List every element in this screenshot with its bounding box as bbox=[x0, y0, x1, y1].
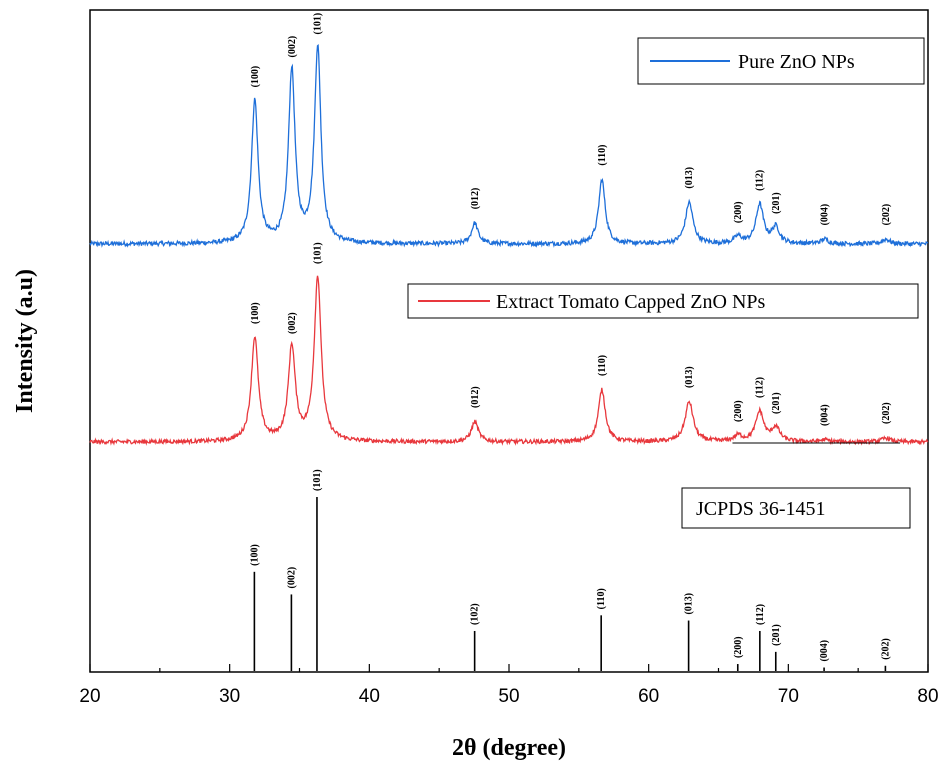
plot-frame bbox=[89, 9, 929, 673]
reference-peak-label: (013) bbox=[684, 593, 695, 615]
peak-label: (201) bbox=[771, 392, 782, 414]
peak-label: (002) bbox=[287, 312, 298, 334]
peak-label: (110) bbox=[597, 355, 608, 376]
peak-label: (004) bbox=[820, 204, 831, 226]
peak-label: (012) bbox=[470, 188, 481, 210]
legend-label: JCPDS 36-1451 bbox=[696, 498, 825, 520]
peak-label: (202) bbox=[881, 204, 892, 226]
peak-label: (112) bbox=[755, 170, 766, 191]
peak-label: (012) bbox=[470, 386, 481, 408]
reference-peak-label: (200) bbox=[733, 636, 744, 658]
reference-peak-label: (202) bbox=[880, 638, 891, 660]
legend-layer: Pure ZnO NPs Extract Tomato Capped ZnO NP… bbox=[407, 37, 925, 529]
peak-label: (201) bbox=[771, 192, 782, 214]
x-tick-label: 70 bbox=[778, 686, 799, 707]
x-tick-label: 80 bbox=[917, 686, 938, 707]
x-axis-label: 2θ (degree) bbox=[452, 735, 566, 761]
peak-label: (002) bbox=[287, 36, 298, 58]
legend-label: Extract Tomato Capped ZnO NPs bbox=[496, 291, 766, 313]
peak-labels-layer: (100) (002) (101) (012) (110) (013) (200) (112)… bbox=[249, 13, 892, 662]
reference-sticks-layer bbox=[253, 497, 887, 671]
plot-border bbox=[89, 9, 929, 673]
x-axis-ticks: 20 30 40 50 60 70 80 bbox=[79, 664, 939, 707]
x-tick-label: 60 bbox=[638, 686, 659, 707]
peak-label: (200) bbox=[733, 201, 744, 223]
series-line bbox=[89, 275, 929, 446]
x-tick-label: 30 bbox=[219, 686, 240, 707]
peak-label: (200) bbox=[733, 400, 744, 422]
x-tick-label: 20 bbox=[79, 686, 100, 707]
peak-label: (100) bbox=[250, 302, 261, 324]
traces-layer bbox=[89, 43, 929, 446]
peak-label: (202) bbox=[881, 402, 892, 424]
reference-peak-label: (201) bbox=[771, 624, 782, 646]
reference-peak-label: (101) bbox=[312, 469, 323, 491]
peak-label: (013) bbox=[684, 366, 695, 388]
peak-label: (013) bbox=[684, 167, 695, 189]
reference-peak-label: (102) bbox=[470, 603, 481, 625]
peak-label: (100) bbox=[250, 66, 261, 88]
y-axis-label: Intensity (a.u) bbox=[12, 269, 38, 413]
peak-label: (101) bbox=[313, 13, 324, 35]
x-tick-label: 40 bbox=[359, 686, 380, 707]
reference-peak-label: (110) bbox=[596, 588, 607, 609]
peak-label: (110) bbox=[597, 144, 608, 165]
series-line bbox=[89, 43, 929, 248]
reference-peak-label: (112) bbox=[755, 604, 766, 625]
legend-box bbox=[407, 283, 919, 319]
peak-label: (112) bbox=[755, 377, 766, 398]
reference-peak-label: (002) bbox=[286, 567, 297, 589]
legend-box bbox=[681, 487, 911, 529]
legend-label: Pure ZnO NPs bbox=[738, 51, 855, 73]
peak-label: (101) bbox=[313, 242, 324, 264]
x-tick-label: 50 bbox=[498, 686, 519, 707]
reference-peak-label: (004) bbox=[819, 640, 830, 662]
reference-peak-label: (100) bbox=[249, 544, 260, 566]
peak-label: (004) bbox=[820, 404, 831, 426]
